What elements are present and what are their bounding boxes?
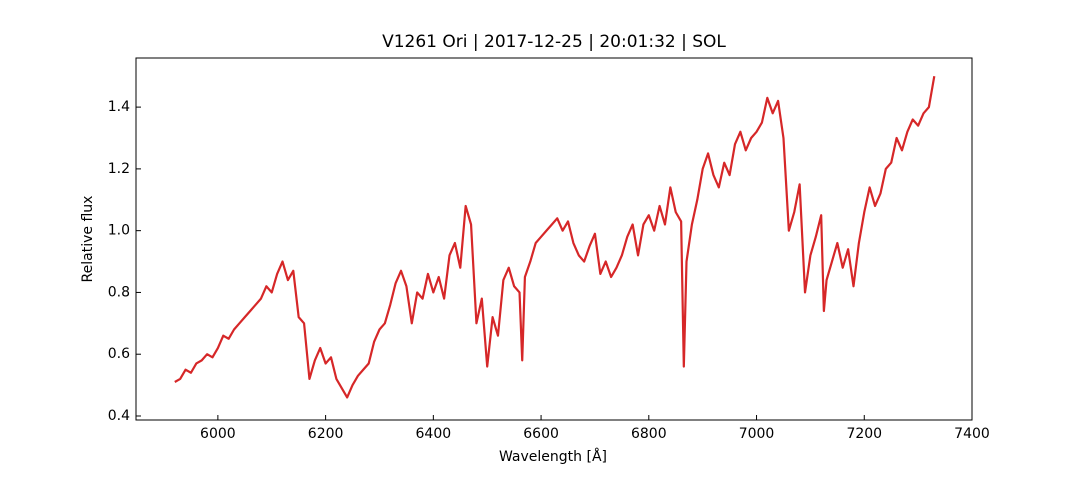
y-tick-label: 1.4 [108, 99, 130, 115]
x-tick-label: 6200 [308, 426, 344, 442]
x-tick-label: 7400 [954, 426, 990, 442]
y-axis-label: Relative flux [80, 196, 96, 283]
y-tick-label: 0.8 [108, 284, 130, 300]
y-tick-label: 0.6 [108, 346, 130, 362]
y-tick-label: 1.0 [108, 223, 130, 239]
x-axis-label: Wavelength [Å] [499, 448, 607, 465]
x-tick-label: 7200 [846, 426, 882, 442]
x-tick-label: 6000 [200, 426, 236, 442]
x-tick-label: 6800 [631, 426, 667, 442]
x-tick-label: 6400 [416, 426, 452, 442]
y-tick-label: 1.2 [108, 161, 130, 177]
x-tick-label: 7000 [739, 426, 775, 442]
y-tick-label: 0.4 [108, 408, 130, 424]
spectrum-line [174, 76, 936, 399]
plot-frame [135, 57, 973, 421]
x-tick-label: 6600 [523, 426, 559, 442]
chart-title: V1261 Ori | 2017-12-25 | 20:01:32 | SOL [382, 32, 726, 52]
